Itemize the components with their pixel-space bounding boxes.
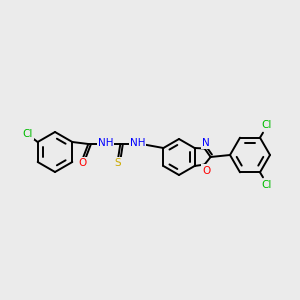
Text: NH: NH <box>98 138 113 148</box>
Text: Cl: Cl <box>22 129 33 139</box>
Text: O: O <box>78 158 86 168</box>
Text: O: O <box>202 166 211 176</box>
Text: NH: NH <box>130 138 145 148</box>
Text: Cl: Cl <box>262 180 272 190</box>
Text: S: S <box>114 158 121 168</box>
Text: N: N <box>202 137 209 148</box>
Text: Cl: Cl <box>262 120 272 130</box>
